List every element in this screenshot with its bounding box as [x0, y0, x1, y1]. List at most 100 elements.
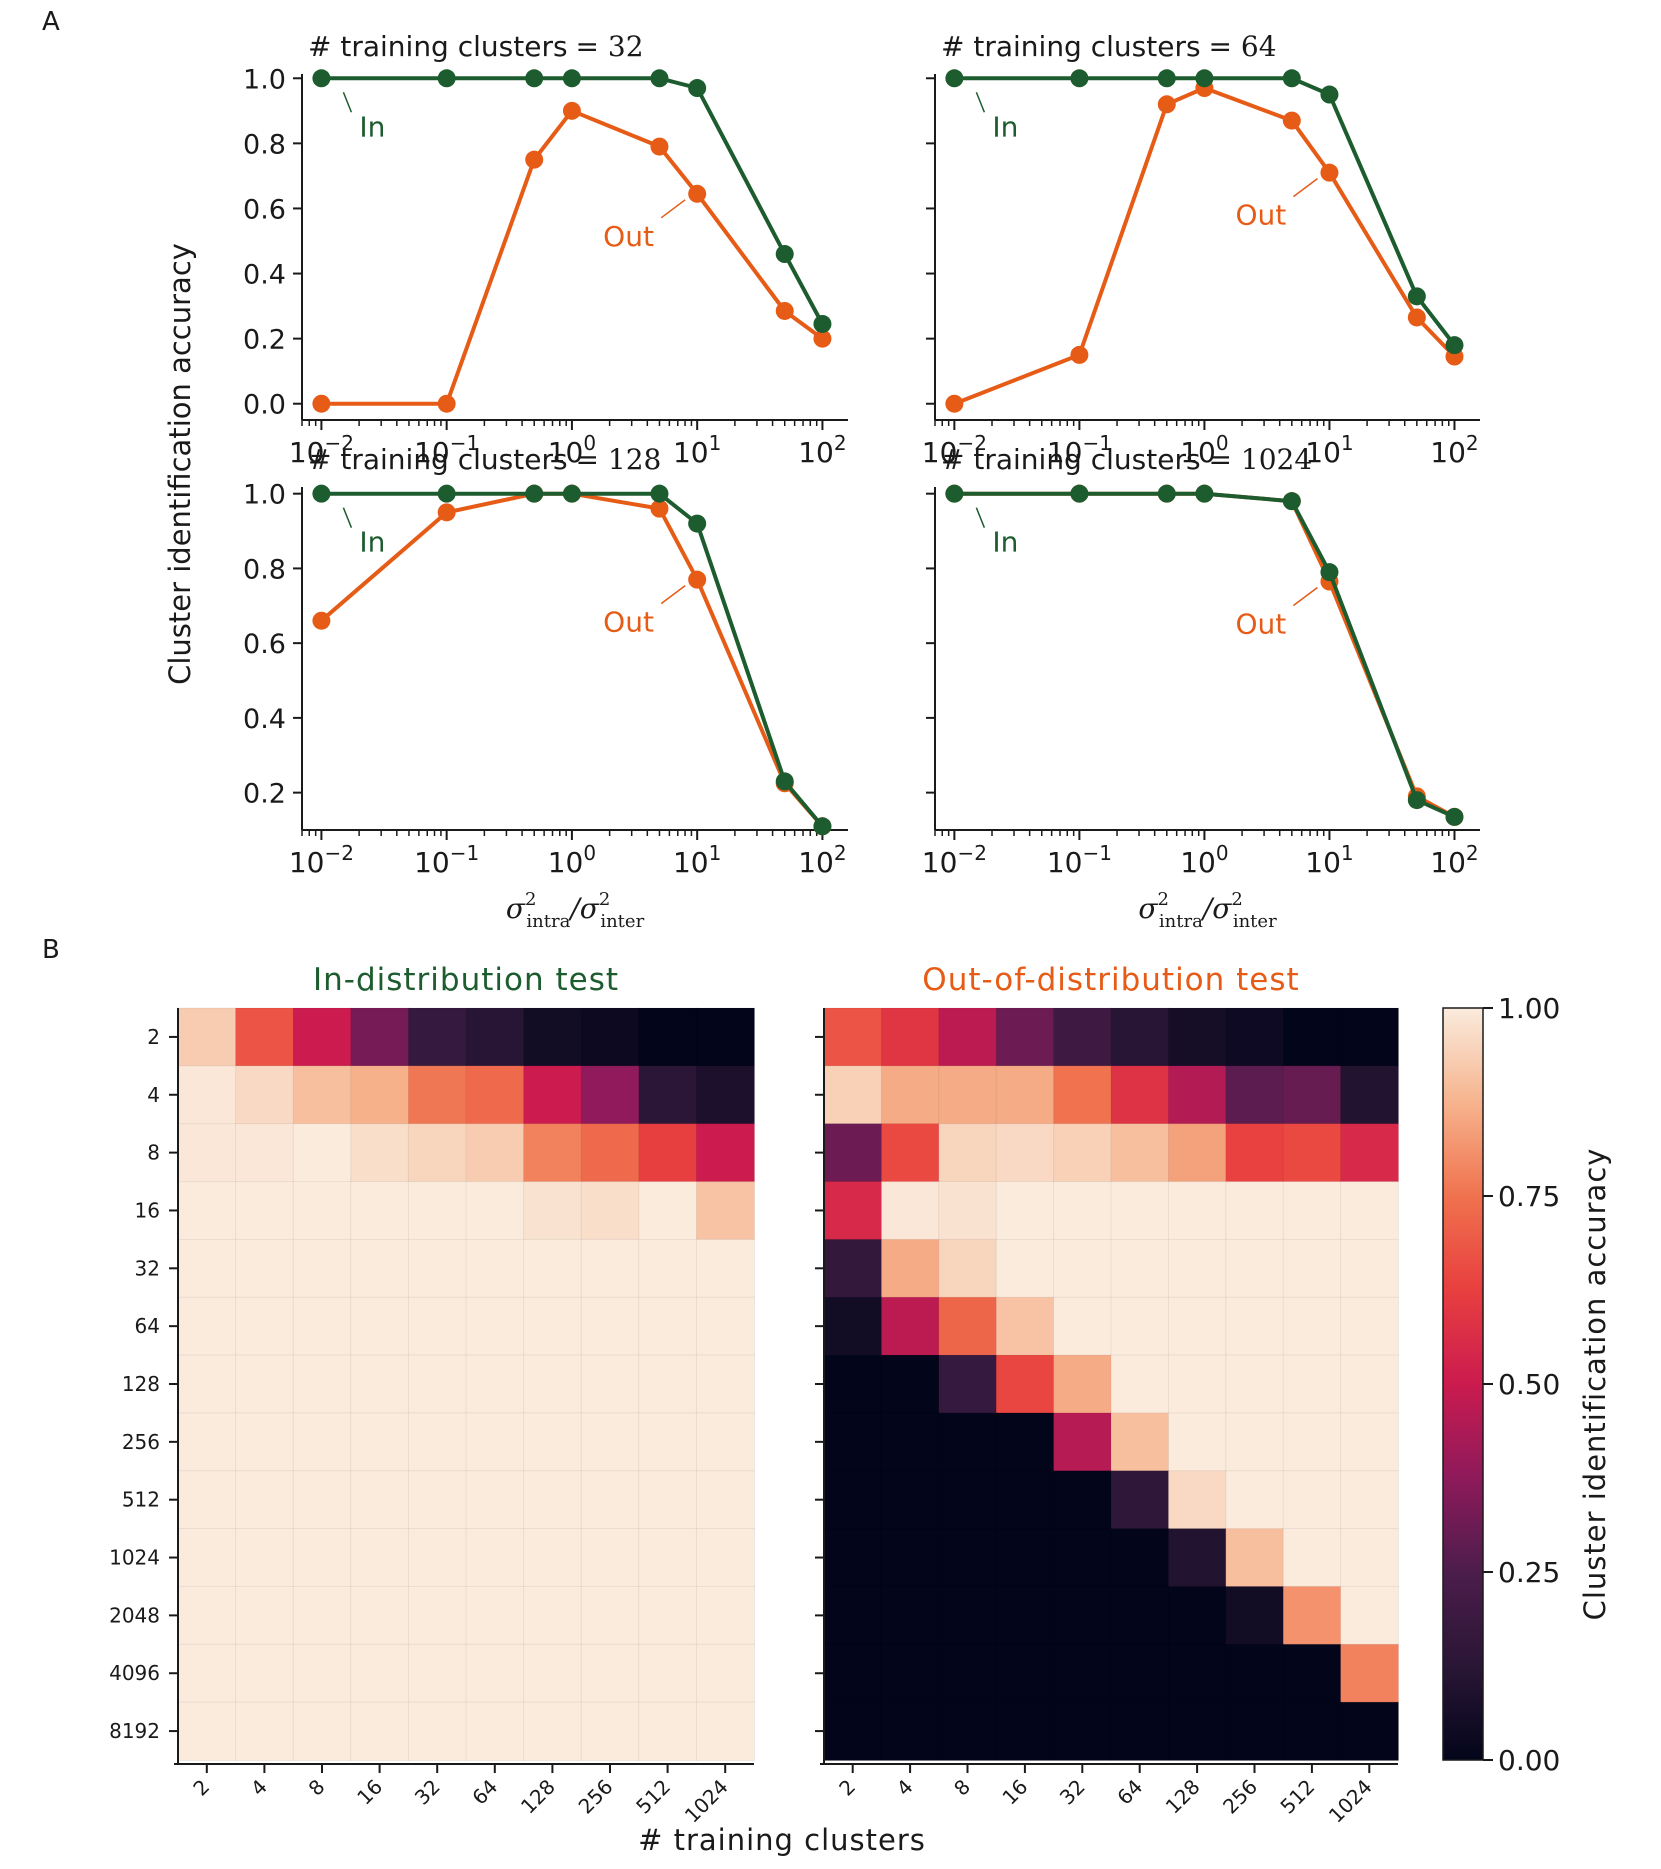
heatmap-x-axis-label: # training clusters: [638, 1823, 926, 1857]
heatmap-x-tick-label: 4: [246, 1775, 272, 1801]
x-tick-exp: −2: [957, 841, 986, 865]
point-in: [1320, 563, 1339, 582]
line-panel-2: # training clusters = 128 0.2 0.4 0.6 0.8 1.0 1…: [243, 443, 848, 932]
heatmap-cell: [465, 1585, 525, 1646]
heatmap-cell: [995, 1181, 1055, 1241]
heatmap-cell: [1225, 1585, 1285, 1646]
heatmap-y-tick-label: 512: [122, 1488, 160, 1512]
heatmap-cell: [580, 1585, 640, 1646]
point-in: [312, 484, 331, 503]
heatmap-cell: [638, 1643, 698, 1704]
heatmap-cell: [880, 1412, 940, 1472]
x-tick-label: 10−1: [414, 431, 479, 469]
heatmap-cell: [1110, 1123, 1170, 1183]
heatmap-cell: [823, 1701, 883, 1761]
heatmap-cell: [695, 1123, 756, 1183]
series-line-in: [321, 76, 825, 325]
title-prefix: # training clusters: [308, 30, 568, 63]
heatmap-cell: [1340, 1412, 1399, 1472]
heatmap-y-tick-label: 8192: [109, 1719, 160, 1743]
xlabel-sq: 2: [1157, 889, 1168, 910]
heatmap-cell: [1225, 1065, 1285, 1125]
x-tick-label: 10−1: [414, 841, 479, 879]
heatmap-cell: [177, 1181, 237, 1241]
heatmap-cell: [580, 1181, 640, 1241]
heatmap-y-tick-label: 2048: [109, 1603, 160, 1627]
heatmap-x-tick-label: 512: [1275, 1775, 1319, 1819]
out-annotation-label: Out: [1235, 199, 1286, 232]
heatmap-cell: [695, 1528, 756, 1588]
heatmap-cell: [235, 1528, 295, 1588]
heatmap-cell: [1282, 1123, 1342, 1183]
point-in: [1445, 336, 1464, 355]
heatmap-cell: [880, 1701, 940, 1761]
heatmap-cell: [1340, 1065, 1399, 1125]
heatmap-cell: [995, 1643, 1055, 1704]
heatmap-cell: [292, 1585, 352, 1646]
point-out: [1070, 345, 1089, 364]
x-tick-exp: 0: [583, 841, 596, 865]
heatmap-cell: [1167, 1123, 1227, 1183]
heatmap-cell: [292, 1701, 352, 1761]
heatmap-cell: [938, 1123, 998, 1183]
series-line-in: [321, 491, 824, 828]
heatmap-cell: [235, 1296, 295, 1357]
heatmap-cell: [1053, 1007, 1112, 1067]
heatmap-cell: [523, 1585, 583, 1646]
point-out: [813, 329, 832, 348]
in-annotation-label: In: [992, 526, 1018, 559]
heatmap-cell: [880, 1181, 940, 1241]
heatmap-cell: [938, 1065, 998, 1125]
heatmap-cell: [695, 1296, 756, 1357]
heatmap-cell: [523, 1354, 583, 1414]
x-tick-base: 10: [798, 846, 834, 879]
title-value: = 64: [1209, 30, 1277, 63]
series-line-in: [954, 491, 1456, 819]
heatmap-cell: [235, 1585, 295, 1646]
colorbar-tick-label: 0.25: [1498, 1556, 1560, 1589]
x-tick-exp: 0: [1216, 841, 1229, 865]
heatmap-cell: [523, 1412, 583, 1472]
heatmap-cell: [350, 1412, 410, 1472]
heatmap-y-tick-label: 256: [122, 1430, 160, 1454]
heatmap-cell: [523, 1470, 583, 1530]
heatmap-cell: [523, 1238, 583, 1299]
heatmap-cell: [880, 1238, 940, 1299]
x-tick-base: 10: [289, 436, 325, 469]
heatmap-cell: [350, 1181, 410, 1241]
heatmap-cell: [1225, 1238, 1285, 1299]
heatmap-cell: [1225, 1643, 1285, 1704]
x-tick-exp: 1: [1341, 841, 1354, 865]
heatmap-cell: [1340, 1470, 1399, 1530]
out-annotation-label: Out: [603, 606, 654, 639]
x-tick-exp: −1: [1082, 431, 1111, 455]
x-tick-base: 10: [922, 436, 958, 469]
heatmap-cell: [235, 1354, 295, 1414]
point-in: [688, 514, 707, 533]
heatmap-cell: [407, 1470, 467, 1530]
heatmap-cell: [235, 1123, 295, 1183]
heatmap-cell: [1225, 1701, 1285, 1761]
out-annotation-leader: [660, 199, 686, 219]
heatmap-cell: [1340, 1354, 1399, 1414]
heatmap-cell: [880, 1470, 940, 1530]
x-tick-exp: 0: [1216, 431, 1229, 455]
heatmap-cell: [1225, 1181, 1285, 1241]
heatmap-cell: [177, 1528, 237, 1588]
heatmap-cell: [1340, 1123, 1399, 1183]
title-prefix: # training clusters: [308, 443, 568, 476]
heatmap-cell: [580, 1123, 640, 1183]
line-panel-0: # training clusters = 32 0.0 0.2 0.4 0.6 0.8 1.…: [243, 30, 848, 469]
heatmap-cell: [880, 1354, 940, 1414]
heatmap-cell: [1340, 1643, 1399, 1704]
heatmap-x-tick-label: 4: [892, 1775, 918, 1801]
heatmap-cell: [938, 1296, 998, 1357]
heatmap-cell: [177, 1643, 237, 1704]
heatmap-cell: [1053, 1528, 1112, 1588]
heatmap-x-tick-label: 128: [1161, 1775, 1205, 1819]
x-tick-label: 100: [548, 431, 596, 469]
heatmap-cell: [995, 1007, 1055, 1067]
xlabel-slash: /: [1200, 892, 1215, 925]
heatmap-cell: [1282, 1585, 1342, 1646]
heatmap-y-tick-label: 64: [135, 1314, 160, 1338]
